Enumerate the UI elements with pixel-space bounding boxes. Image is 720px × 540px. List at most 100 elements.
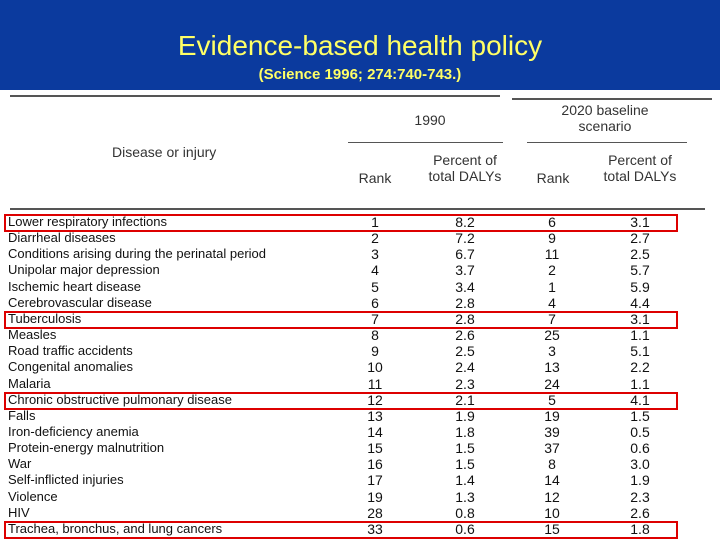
percent-1990-cell: 1.5 [455, 456, 475, 472]
rank-2020-cell: 10 [544, 505, 560, 521]
percent-1990-cell: 1.9 [455, 408, 475, 424]
rank-1990-cell: 12 [367, 392, 383, 408]
disease-cell: Malaria [8, 376, 51, 391]
percent-2020-cell: 3.0 [630, 456, 650, 472]
header-rule-top-left [10, 95, 500, 97]
rank-2020-cell: 4 [548, 295, 556, 311]
header-rule-top-right [512, 98, 712, 100]
header-rank-2020: Rank [536, 170, 570, 186]
percent-2020-cell: 1.8 [630, 521, 650, 537]
rank-1990-cell: 11 [367, 376, 383, 392]
header-1990: 1990 [414, 112, 446, 128]
percent-1990-cell: 3.4 [455, 279, 475, 295]
disease-cell: Road traffic accidents [8, 343, 133, 358]
highlight-box [4, 392, 678, 410]
rank-2020-cell: 14 [544, 472, 560, 488]
rank-2020-cell: 25 [544, 327, 560, 343]
rank-1990-cell: 5 [371, 279, 379, 295]
percent-2020-cell: 0.6 [630, 440, 650, 456]
rank-1990-cell: 6 [371, 295, 379, 311]
percent-1990-cell: 1.4 [455, 472, 475, 488]
header-rank-1990: Rank [358, 170, 392, 186]
percent-1990-cell: 2.8 [455, 295, 475, 311]
percent-1990-cell: 1.5 [455, 440, 475, 456]
header-rule-bottom [10, 208, 705, 210]
rank-1990-cell: 2 [371, 230, 379, 246]
disease-cell: Violence [8, 489, 58, 504]
percent-1990-cell: 6.7 [455, 246, 475, 262]
percent-2020-cell: 1.1 [630, 327, 650, 343]
percent-2020-cell: 5.1 [630, 343, 650, 359]
title-banner: Evidence-based health policy (Science 19… [0, 0, 720, 90]
percent-2020-cell: 2.7 [630, 230, 650, 246]
highlight-box [4, 311, 678, 329]
disease-cell: Conditions arising during the perinatal … [8, 246, 266, 261]
rank-1990-cell: 3 [371, 246, 379, 262]
percent-1990-cell: 2.4 [455, 359, 475, 375]
disease-cell: Trachea, bronchus, and lung cancers [8, 521, 223, 536]
rank-2020-cell: 9 [548, 230, 556, 246]
disease-cell: Tuberculosis [8, 311, 82, 326]
percent-2020-cell: 3.1 [630, 214, 650, 230]
percent-1990-cell: 1.3 [455, 489, 475, 505]
rank-2020-cell: 24 [544, 376, 560, 392]
percent-2020-cell: 2.6 [630, 505, 650, 521]
highlight-box [4, 214, 678, 232]
percent-2020-cell: 5.9 [630, 279, 650, 295]
percent-1990-cell: 8.2 [455, 214, 475, 230]
scanned-table: 1990 2020 baseline scenario Disease or i… [0, 90, 720, 540]
slide-title: Evidence-based health policy [177, 30, 543, 61]
rank-2020-cell: 8 [548, 456, 556, 472]
percent-2020-cell: 3.1 [630, 311, 650, 327]
disease-cell: Ischemic heart disease [8, 279, 141, 294]
highlight-box [4, 521, 678, 539]
disease-cell: Cerebrovascular disease [8, 295, 152, 310]
disease-cell: Lower respiratory infections [8, 214, 167, 229]
rank-1990-cell: 14 [367, 424, 383, 440]
percent-1990-cell: 2.8 [455, 311, 475, 327]
slide-subtitle: (Science 1996; 274:740-743.) [258, 66, 462, 83]
percent-1990-cell: 0.6 [455, 521, 475, 537]
percent-2020-cell: 2.5 [630, 246, 650, 262]
rank-2020-cell: 1 [548, 279, 556, 295]
disease-cell: Chronic obstructive pulmonary disease [8, 392, 232, 407]
rank-2020-cell: 11 [544, 246, 560, 262]
rank-2020-cell: 19 [544, 408, 560, 424]
disease-cell: HIV [8, 505, 30, 520]
percent-2020-cell: 1.1 [630, 376, 650, 392]
rank-2020-cell: 7 [548, 311, 556, 327]
disease-cell: Iron-deficiency anemia [8, 424, 139, 439]
disease-cell: Congenital anomalies [8, 359, 134, 374]
rank-1990-cell: 7 [371, 311, 379, 327]
rank-2020-cell: 2 [548, 262, 556, 278]
percent-1990-cell: 2.5 [455, 343, 475, 359]
percent-1990-cell: 0.8 [455, 505, 475, 521]
rank-1990-cell: 1 [371, 214, 379, 230]
rank-1990-cell: 8 [371, 327, 379, 343]
rank-1990-cell: 17 [367, 472, 383, 488]
percent-1990-cell: 2.1 [455, 392, 475, 408]
header-2020: 2020 baseline scenario [561, 102, 649, 134]
percent-2020-cell: 4.4 [630, 295, 650, 311]
rank-2020-cell: 3 [548, 343, 556, 359]
rank-2020-cell: 12 [544, 489, 560, 505]
disease-cell: Self-inflicted injuries [8, 472, 124, 487]
rank-1990-cell: 19 [367, 489, 383, 505]
percent-1990-cell: 2.6 [455, 327, 475, 343]
rank-2020-cell: 13 [544, 359, 560, 375]
percent-1990-cell: 2.3 [455, 376, 475, 392]
disease-cell: Falls [8, 408, 36, 423]
rank-1990-cell: 10 [367, 359, 383, 375]
disease-cell: Protein-energy malnutrition [8, 440, 165, 455]
header-percent-2020: Percent of total DALYs [603, 152, 677, 184]
header-rule-2020 [527, 142, 687, 143]
rank-2020-cell: 37 [544, 440, 560, 456]
rank-1990-cell: 4 [371, 262, 379, 278]
percent-2020-cell: 1.9 [630, 472, 650, 488]
disease-cell: War [8, 456, 32, 471]
header-disease: Disease or injury [112, 144, 217, 160]
percent-2020-cell: 5.7 [630, 262, 650, 278]
rank-1990-cell: 9 [371, 343, 379, 359]
percent-1990-cell: 7.2 [455, 230, 475, 246]
